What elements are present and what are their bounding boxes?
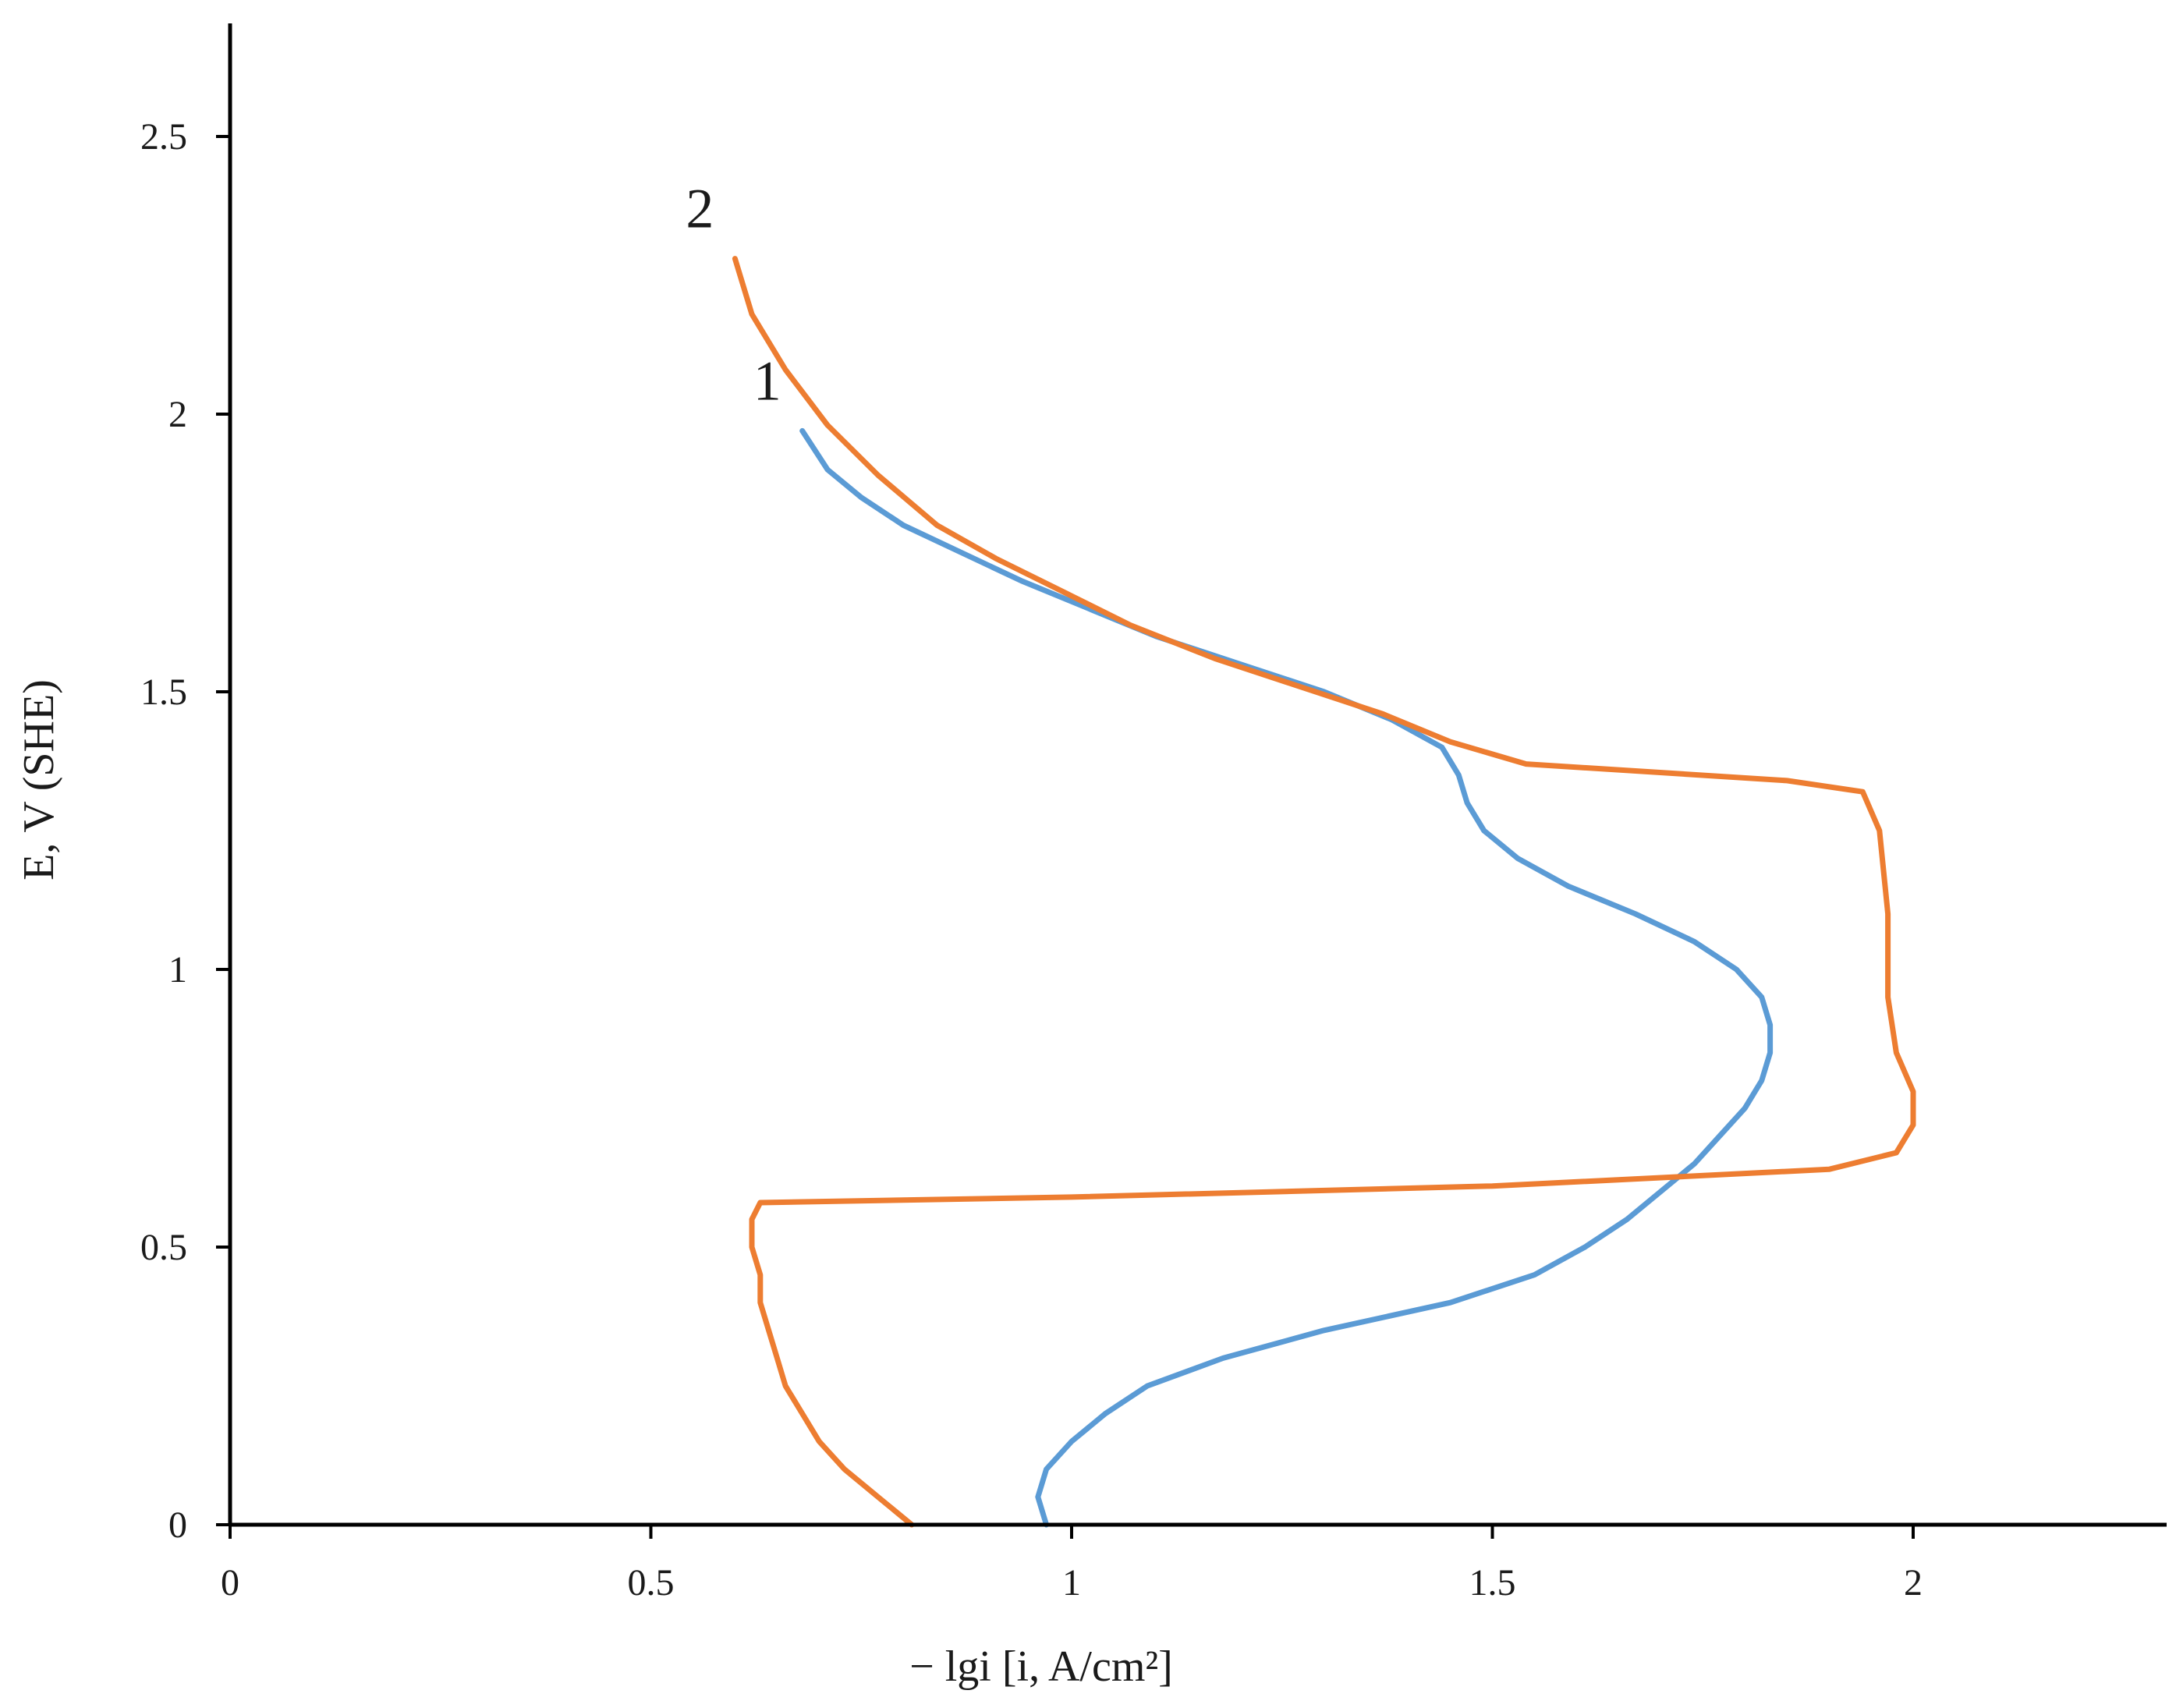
curve-labels: 12 [686,178,781,413]
x-axis-ticks: 0 0.5 1 1.5 2 [221,1525,1923,1603]
y-tick-label: 1.5 [140,672,187,713]
x-tick-label: 2 [1904,1562,1923,1603]
y-tick-label: 1 [168,949,187,990]
x-tick-label: 0 [221,1562,239,1603]
series-layer [732,256,1916,1528]
series-line-1 [799,427,1774,1528]
x-axis-title: − lgi [i, A/cm²] [909,1642,1173,1691]
y-tick-label: 2.5 [140,116,187,158]
y-axis-title: E, V (SHE) [15,679,63,881]
series-line-2 [732,256,1916,1528]
y-tick-label: 0.5 [140,1227,187,1268]
curve-label-2: 2 [686,178,714,240]
x-tick-label: 0.5 [628,1562,675,1603]
y-tick-label: 2 [168,394,187,435]
x-tick-label: 1.5 [1469,1562,1516,1603]
x-tick-label: 1 [1062,1562,1081,1603]
curve-label-1: 1 [753,349,781,412]
y-axis-ticks: 0 0.5 1 1.5 2 2.5 [140,116,230,1546]
y-tick-label: 0 [168,1504,187,1546]
